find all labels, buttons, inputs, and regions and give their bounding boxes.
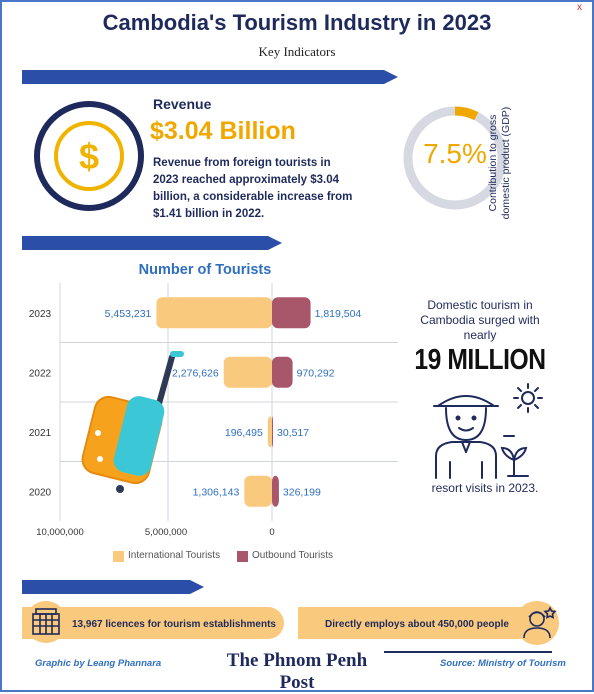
bar-international [223, 356, 272, 388]
section-arrow-top [22, 70, 398, 84]
bar-outbound [272, 475, 279, 507]
data-label-outbound: 1,819,504 [315, 308, 362, 320]
x-tick-label: 0 [269, 527, 274, 538]
tourists-bar-chart: 2023 5,453,231 1,819,504 2022 2,276,626 970,2… [29, 283, 398, 538]
page-title: Cambodia's Tourism Industry in 2023 [102, 10, 492, 35]
bar-international [156, 297, 272, 329]
bar-outbound [272, 297, 311, 329]
graphic-credit: Graphic by Leang Phannara [35, 658, 162, 669]
category-label: 2022 [29, 368, 52, 379]
data-label-international: 5,453,231 [105, 308, 152, 320]
data-label-outbound: 326,199 [283, 486, 321, 498]
bar-international [244, 475, 272, 507]
chart-title: Number of Tourists [138, 262, 272, 278]
legend-swatch-outbound [237, 551, 248, 562]
category-label: 2023 [29, 309, 52, 320]
domestic-text: Domestic tourism in Cambodia surged with… [420, 298, 540, 342]
bar-outbound [272, 356, 293, 388]
revenue-heading: Revenue [153, 96, 212, 112]
data-label-outbound: 970,292 [297, 367, 335, 379]
masthead-logo: The Phnom Penh Post [226, 650, 368, 693]
x-tick-label: 10,000,000 [36, 527, 84, 538]
suitcase-icon [81, 351, 184, 493]
section-arrow-bottom [22, 580, 204, 594]
category-label: 2020 [29, 487, 52, 498]
legend-label-international: International Tourists [128, 550, 221, 561]
domestic-big-number: 19 MILLION [414, 344, 546, 376]
bar-outbound [272, 416, 273, 448]
source-credit: Source: Ministry of Tourism [440, 658, 566, 669]
close-icon[interactable]: x [577, 2, 582, 13]
gdp-label: Contribution to gross domestic product (… [487, 106, 512, 220]
domestic-footer: resort visits in 2023. [431, 481, 539, 495]
gdp-donut [403, 106, 507, 210]
x-tick-label: 5,000,000 [145, 527, 187, 538]
legend-label-outbound: Outbound Tourists [252, 550, 333, 561]
employment-stat: Directly employs about 450,000 people [325, 619, 509, 630]
data-label-international: 1,306,143 [193, 486, 240, 498]
dollar-coin-icon: $ [34, 101, 144, 211]
gdp-value: 7.5% [423, 138, 487, 169]
gdp-donut-accent [403, 106, 507, 210]
bar-international [267, 416, 272, 448]
page-subtitle: Key Indicators [258, 44, 336, 59]
licences-stat: 13,967 licences for tourism establishmen… [72, 619, 276, 630]
data-label-outbound: 30,517 [277, 427, 309, 439]
data-label-international: 2,276,626 [172, 367, 219, 379]
employment-pill [298, 607, 548, 639]
worker-icon [515, 601, 559, 645]
revenue-amount: $3.04 Billion [150, 117, 296, 145]
category-label: 2021 [29, 428, 52, 439]
data-label-international: 196,495 [225, 427, 263, 439]
masthead-rule [384, 651, 552, 653]
tourist-with-hat-icon [433, 383, 543, 479]
legend-swatch-international [113, 551, 124, 562]
section-arrow-middle [22, 236, 282, 250]
building-icon [25, 601, 67, 643]
revenue-description: Revenue from foreign tourists in 2023 re… [153, 157, 353, 220]
svg-text:$: $ [79, 136, 99, 177]
